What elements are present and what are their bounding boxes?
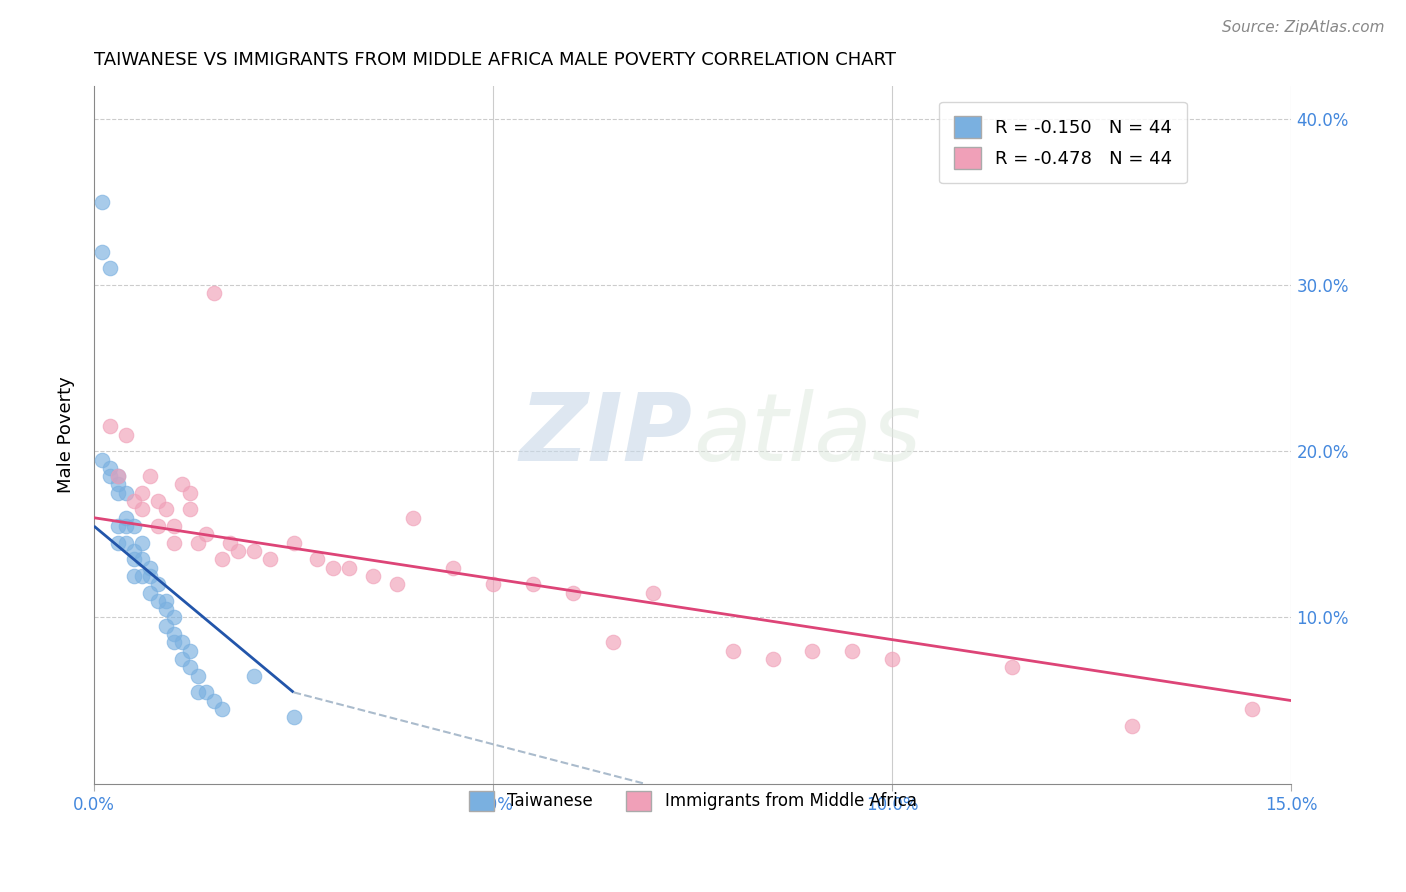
Point xyxy=(602,635,624,649)
Point xyxy=(115,519,138,533)
Point xyxy=(259,552,281,566)
Point xyxy=(211,702,233,716)
Point xyxy=(146,494,169,508)
Point xyxy=(721,644,744,658)
Point xyxy=(561,585,583,599)
Text: atlas: atlas xyxy=(693,389,921,480)
Point xyxy=(107,469,129,483)
Point xyxy=(179,644,201,658)
Point xyxy=(90,452,112,467)
Point xyxy=(339,560,361,574)
Point xyxy=(307,552,329,566)
Point xyxy=(90,194,112,209)
Point xyxy=(841,644,863,658)
Point xyxy=(363,569,385,583)
Point xyxy=(131,502,153,516)
Point xyxy=(115,427,138,442)
Point xyxy=(1121,718,1143,732)
Legend: Taiwanese, Immigrants from Middle Africa: Taiwanese, Immigrants from Middle Africa xyxy=(456,777,929,824)
Point xyxy=(170,477,193,491)
Point xyxy=(155,502,177,516)
Point xyxy=(283,535,305,549)
Point xyxy=(801,644,824,658)
Point xyxy=(163,635,186,649)
Point xyxy=(187,535,209,549)
Point xyxy=(155,594,177,608)
Point xyxy=(155,602,177,616)
Point xyxy=(194,685,217,699)
Point xyxy=(131,485,153,500)
Point xyxy=(187,668,209,682)
Point xyxy=(163,627,186,641)
Point xyxy=(761,652,783,666)
Point xyxy=(211,552,233,566)
Point xyxy=(98,261,121,276)
Point xyxy=(107,477,129,491)
Point xyxy=(226,544,249,558)
Point xyxy=(131,535,153,549)
Point xyxy=(131,552,153,566)
Point xyxy=(482,577,505,591)
Point xyxy=(122,519,145,533)
Point xyxy=(107,519,129,533)
Point xyxy=(146,519,169,533)
Text: Source: ZipAtlas.com: Source: ZipAtlas.com xyxy=(1222,20,1385,35)
Point xyxy=(98,461,121,475)
Point xyxy=(139,569,162,583)
Point xyxy=(115,535,138,549)
Point xyxy=(522,577,544,591)
Point xyxy=(202,693,225,707)
Point xyxy=(163,610,186,624)
Point xyxy=(155,619,177,633)
Point xyxy=(139,585,162,599)
Point xyxy=(139,560,162,574)
Point xyxy=(146,577,169,591)
Point xyxy=(90,244,112,259)
Point xyxy=(194,527,217,541)
Point xyxy=(283,710,305,724)
Point xyxy=(202,286,225,301)
Point xyxy=(122,494,145,508)
Point xyxy=(387,577,409,591)
Point xyxy=(179,485,201,500)
Point xyxy=(170,635,193,649)
Point xyxy=(139,469,162,483)
Point xyxy=(179,660,201,674)
Point xyxy=(1240,702,1263,716)
Point xyxy=(163,535,186,549)
Point xyxy=(107,535,129,549)
Point xyxy=(242,544,264,558)
Point xyxy=(131,569,153,583)
Point xyxy=(146,594,169,608)
Text: ZIP: ZIP xyxy=(520,389,693,481)
Point xyxy=(170,652,193,666)
Point xyxy=(163,519,186,533)
Point xyxy=(641,585,664,599)
Point xyxy=(122,569,145,583)
Point xyxy=(882,652,904,666)
Point xyxy=(98,469,121,483)
Point xyxy=(107,469,129,483)
Point xyxy=(187,685,209,699)
Point xyxy=(1001,660,1024,674)
Point xyxy=(179,502,201,516)
Point xyxy=(218,535,240,549)
Point xyxy=(122,544,145,558)
Y-axis label: Male Poverty: Male Poverty xyxy=(58,376,75,493)
Point xyxy=(122,552,145,566)
Point xyxy=(322,560,344,574)
Point xyxy=(242,668,264,682)
Text: TAIWANESE VS IMMIGRANTS FROM MIDDLE AFRICA MALE POVERTY CORRELATION CHART: TAIWANESE VS IMMIGRANTS FROM MIDDLE AFRI… xyxy=(94,51,896,69)
Point xyxy=(107,485,129,500)
Point xyxy=(402,510,425,524)
Point xyxy=(115,510,138,524)
Point xyxy=(98,419,121,434)
Point xyxy=(115,485,138,500)
Point xyxy=(441,560,464,574)
